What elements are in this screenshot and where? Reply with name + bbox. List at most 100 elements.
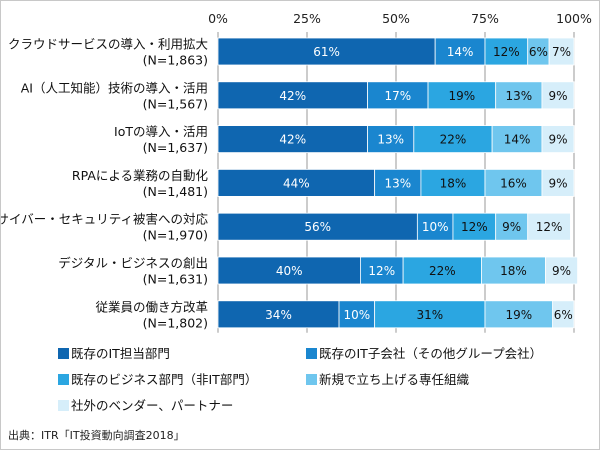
x-tick-label: 50% — [382, 11, 410, 26]
data-label: 13% — [505, 89, 532, 103]
bar-segment — [552, 300, 575, 329]
bar-segment — [548, 37, 575, 66]
bar-segment — [374, 300, 486, 329]
category-label: デジタル・ビジネスの創出 — [58, 256, 208, 271]
data-label: 13% — [384, 176, 411, 190]
data-label: 22% — [440, 133, 467, 147]
data-label: 19% — [505, 308, 532, 322]
category-n-label: (N=1,481) — [143, 184, 208, 199]
data-label: 6% — [554, 308, 573, 322]
category-n-label: (N=1,863) — [143, 53, 208, 68]
bar-segment — [527, 212, 571, 241]
bar-segment — [374, 168, 422, 197]
category-labels: クラウドサービスの導入・利用拡大(N=1,863) AI（人工知能）技術の導入・活… — [1, 37, 208, 331]
bar-segment — [217, 256, 361, 285]
bar-segment — [367, 81, 429, 110]
category-n-label: (N=1,802) — [143, 315, 208, 330]
legend-label: 社外のベンダー、パートナー — [71, 398, 233, 413]
data-label: 14% — [504, 133, 531, 147]
category-n-label: (N=1,637) — [143, 140, 208, 155]
bar-segment — [484, 168, 543, 197]
data-label: 42% — [279, 89, 306, 103]
bar-segment — [484, 37, 529, 66]
bars: 61% 14% 12% 6% 7% 42% 17% 19% 13% 9% 42% 13% 22% 14% 9… — [217, 37, 578, 329]
category-label: AI（人工知能）技術の導入・活用 — [21, 80, 208, 95]
x-tick-label: 75% — [471, 11, 499, 26]
bar-segment — [541, 81, 575, 110]
bar-segment — [359, 256, 404, 285]
bar-segment — [545, 256, 578, 285]
legend-label: 既存のIT担当部門 — [71, 346, 170, 361]
legend-swatch — [306, 374, 317, 385]
data-label: 9% — [552, 264, 571, 278]
data-label: 9% — [548, 176, 567, 190]
data-label: 12% — [461, 220, 488, 234]
category-n-label: (N=1,631) — [143, 272, 208, 287]
data-label: 9% — [548, 133, 567, 147]
legend-swatch — [58, 348, 69, 359]
data-label: 42% — [279, 133, 306, 147]
category-label: クラウドサービスの導入・利用拡大 — [8, 37, 208, 52]
bar-segment — [484, 300, 554, 329]
data-label: 10% — [344, 308, 371, 322]
bar-segment — [495, 81, 543, 110]
data-label: 56% — [304, 220, 331, 234]
category-n-label: (N=1,567) — [143, 96, 208, 111]
bar-segment — [217, 168, 376, 197]
data-label: 9% — [502, 220, 521, 234]
data-label: 16% — [500, 176, 527, 190]
category-label: IoTの導入・活用 — [114, 124, 208, 139]
data-label: 12% — [368, 264, 395, 278]
category-n-label: (N=1,970) — [143, 228, 208, 243]
data-label: 7% — [552, 45, 571, 59]
bar-segment — [413, 125, 493, 153]
legend-swatch — [306, 348, 317, 359]
source-note: 出典：ITR「IT投資動向調査2018」 — [8, 429, 185, 442]
x-tick-label: 100% — [556, 11, 592, 26]
data-label: 17% — [384, 89, 411, 103]
legend-swatch — [58, 400, 69, 411]
bar-segment — [217, 212, 418, 241]
data-label: 12% — [536, 220, 563, 234]
data-label: 6% — [529, 45, 548, 59]
bar-segment — [452, 212, 497, 241]
category-label: RPAによる業務の自動化 — [72, 168, 209, 183]
bar-segment — [338, 300, 376, 329]
data-label: 22% — [429, 264, 456, 278]
bar-segment — [427, 81, 497, 110]
data-label: 10% — [422, 220, 449, 234]
bar-segment — [541, 125, 575, 153]
data-label: 34% — [265, 308, 292, 322]
data-label: 40% — [276, 264, 303, 278]
data-label: 31% — [416, 308, 443, 322]
legend-label: 既存のIT子会社（その他グループ会社） — [319, 346, 542, 361]
bar-segment — [491, 125, 543, 153]
data-label: 18% — [440, 176, 467, 190]
data-label: 44% — [283, 176, 310, 190]
bar-segment — [495, 212, 529, 241]
bar-segment — [217, 300, 340, 329]
data-label: 14% — [447, 45, 474, 59]
legend-label: 新規で立ち上げる専任組織 — [319, 372, 470, 387]
data-label: 61% — [313, 45, 340, 59]
bar-segment — [217, 37, 436, 66]
x-tick-label: 25% — [293, 11, 321, 26]
bar-segment — [481, 256, 546, 285]
legend: 既存のIT担当部門 既存のIT子会社（その他グループ会社） 既存のビジネス部門（非I… — [58, 346, 542, 413]
bar-segment — [420, 168, 486, 197]
stacked-bar-chart: 0% 25% 50% 75% 100% クラウドサービスの導入・利用拡大(N=1,863… — [1, 11, 592, 413]
bar-segment — [402, 256, 482, 285]
category-label: サイバー・セキュリティ被害への対応 — [1, 212, 208, 227]
x-axis-ticks: 0% 25% 50% 75% 100% — [208, 11, 592, 26]
data-label: 18% — [500, 264, 527, 278]
x-tick-label: 0% — [208, 11, 228, 26]
data-label: 13% — [377, 133, 404, 147]
legend-swatch — [58, 374, 69, 385]
legend-label: 既存のビジネス部門（非IT部門） — [71, 372, 257, 387]
data-label: 19% — [449, 89, 476, 103]
bar-segment — [434, 37, 486, 66]
bar-segment — [367, 125, 415, 153]
bar-segment — [541, 168, 575, 197]
data-label: 12% — [493, 45, 520, 59]
